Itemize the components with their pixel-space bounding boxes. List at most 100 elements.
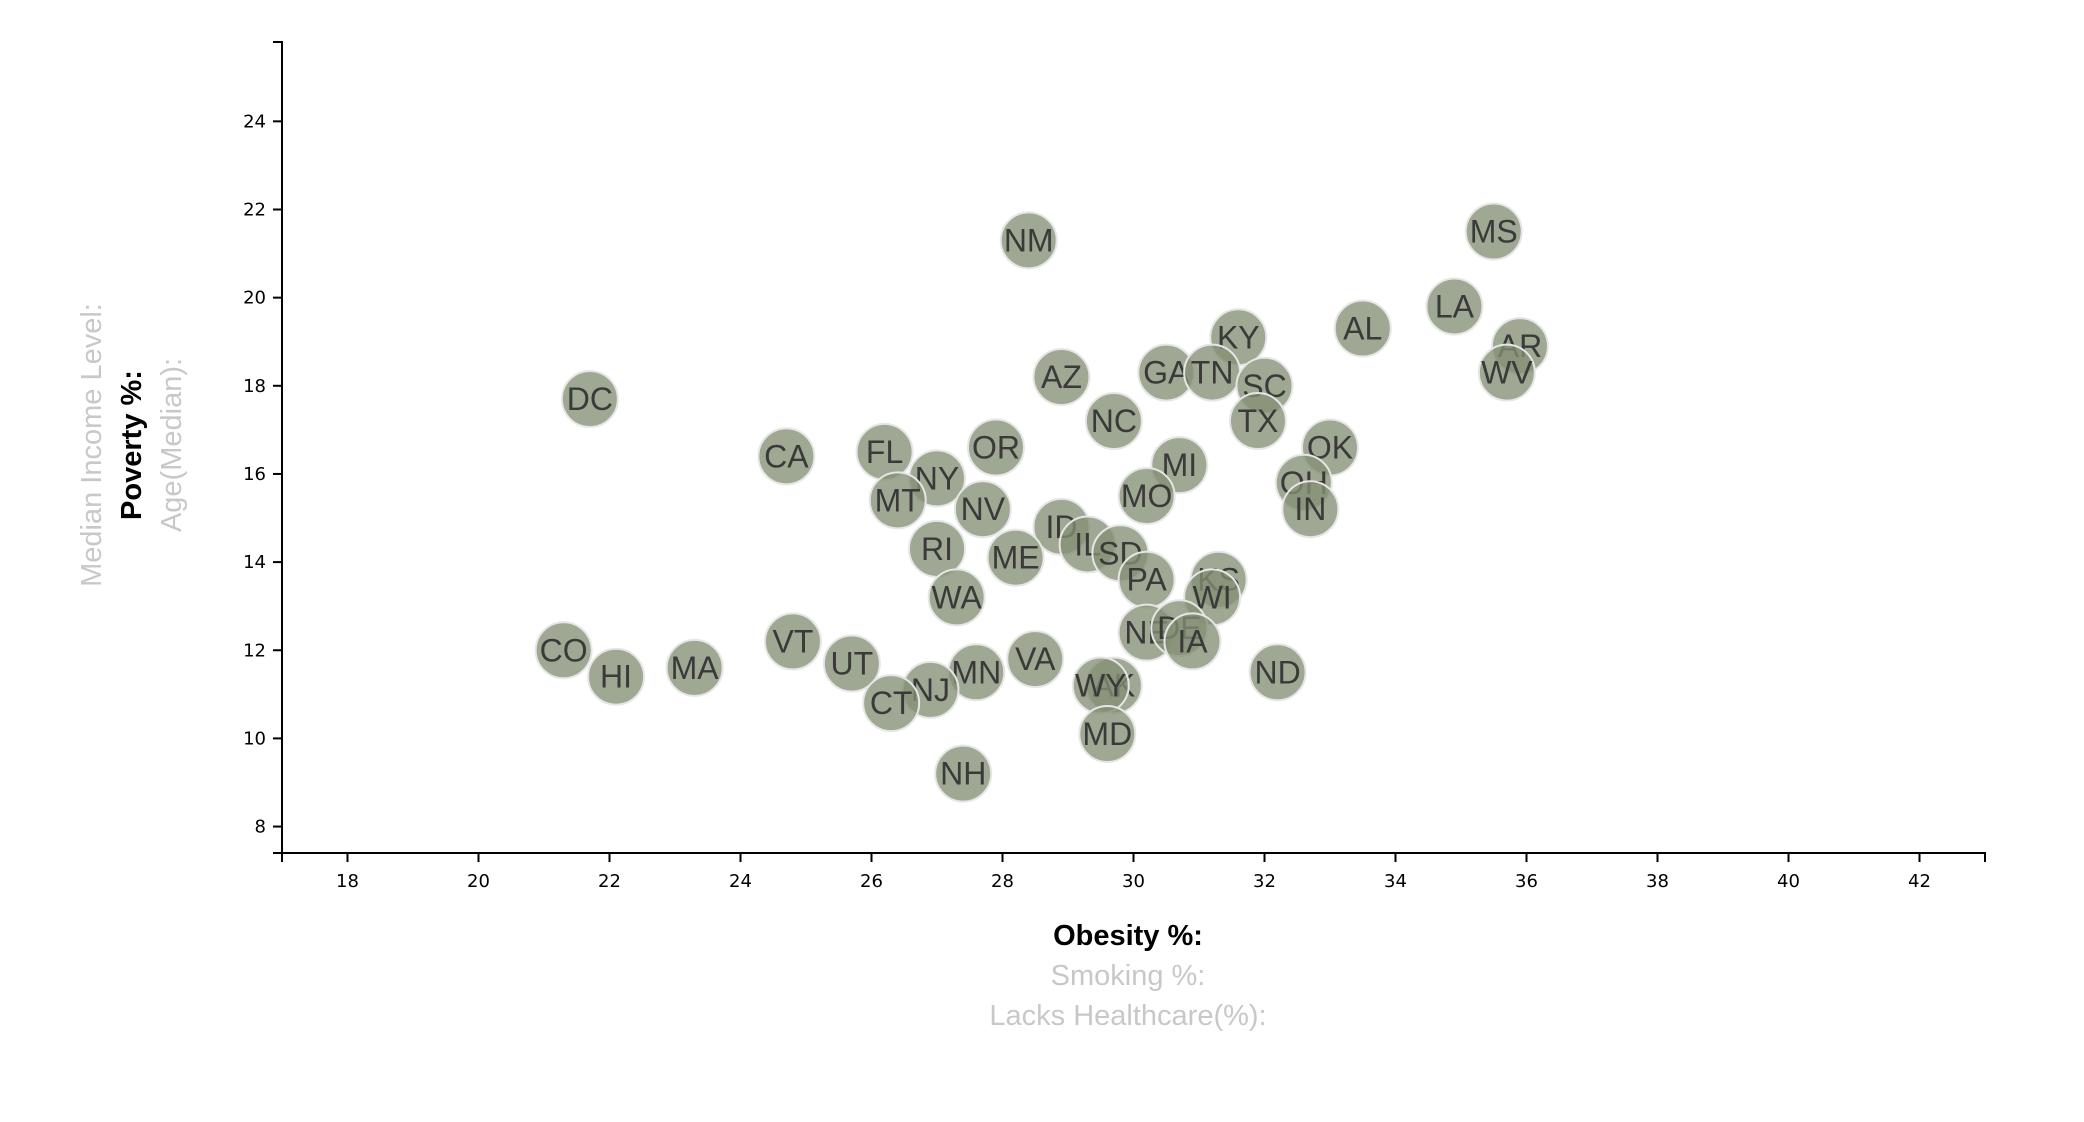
- state-label: LA: [1435, 288, 1475, 324]
- state-circle[interactable]: [1084, 392, 1143, 451]
- state-label: TN: [1191, 355, 1234, 391]
- state-label: FL: [866, 434, 903, 470]
- state-label: UT: [831, 645, 874, 681]
- x-tick-label: 22: [598, 871, 621, 892]
- state-point-tx[interactable]: TX: [1228, 392, 1287, 451]
- state-point-ma[interactable]: MA: [665, 638, 724, 697]
- state-point-az[interactable]: AZ: [1032, 347, 1091, 406]
- state-label: OR: [972, 430, 1020, 466]
- state-circle[interactable]: [868, 471, 927, 530]
- y-tick-label: 22: [243, 199, 266, 220]
- x-tick-label: 40: [1777, 871, 1800, 892]
- state-point-md[interactable]: MD: [1078, 704, 1137, 763]
- state-point-ri[interactable]: RI: [908, 519, 966, 578]
- state-point-nd[interactable]: ND: [1248, 643, 1307, 702]
- state-circle[interactable]: [1248, 643, 1307, 702]
- state-point-wv[interactable]: WV: [1477, 343, 1536, 402]
- state-point-nv[interactable]: NV: [953, 480, 1012, 539]
- state-point-mt[interactable]: MT: [868, 471, 927, 530]
- y-axis-title-poverty[interactable]: Poverty %:: [116, 370, 148, 520]
- state-label: NC: [1091, 403, 1137, 439]
- state-point-or[interactable]: OR: [966, 418, 1025, 477]
- state-label: TX: [1238, 403, 1279, 439]
- state-point-pa[interactable]: PA: [1117, 550, 1176, 609]
- y-tick-label: 8: [255, 817, 266, 838]
- state-circle[interactable]: [534, 621, 593, 680]
- state-point-nc[interactable]: NC: [1084, 392, 1143, 451]
- state-point-la[interactable]: LA: [1425, 277, 1484, 336]
- state-circle[interactable]: [862, 674, 921, 733]
- state-circle[interactable]: [665, 638, 724, 697]
- state-point-nh[interactable]: NH: [934, 744, 993, 803]
- x-axis-title-lacks-healthcare[interactable]: Lacks Healthcare(%):: [989, 1000, 1266, 1032]
- state-point-in[interactable]: IN: [1281, 480, 1340, 539]
- state-label: WA: [931, 579, 982, 615]
- state-circle[interactable]: [1228, 392, 1287, 451]
- state-label: CO: [540, 632, 588, 668]
- state-circle[interactable]: [822, 634, 881, 693]
- y-axis-line: [273, 41, 283, 854]
- y-tick-label: 16: [243, 464, 266, 485]
- state-point-ca[interactable]: CA: [757, 427, 816, 486]
- x-tick-label: 28: [991, 871, 1014, 892]
- state-circle[interactable]: [560, 370, 619, 429]
- state-label: NM: [1004, 222, 1054, 258]
- state-point-mo[interactable]: MO: [1117, 466, 1176, 525]
- state-circle[interactable]: [1078, 704, 1137, 763]
- state-circle[interactable]: [966, 418, 1025, 477]
- y-tick-label: 12: [243, 640, 266, 661]
- y-tick-label: 24: [243, 111, 266, 132]
- state-label: DC: [567, 381, 613, 417]
- state-point-va[interactable]: VA: [1006, 630, 1065, 689]
- y-axis-title-age[interactable]: Age(Median):: [156, 358, 188, 532]
- state-circle[interactable]: [1425, 277, 1484, 336]
- state-point-mn[interactable]: MN: [947, 643, 1006, 702]
- state-point-wa[interactable]: WA: [927, 568, 986, 627]
- state-circle[interactable]: [1006, 630, 1065, 689]
- state-point-tn[interactable]: TN: [1183, 343, 1242, 402]
- state-circle[interactable]: [986, 528, 1045, 587]
- y-axis-title-median-income[interactable]: Median Income Level:: [76, 303, 108, 587]
- state-point-co[interactable]: CO: [534, 621, 593, 680]
- x-tick-label: 30: [1122, 871, 1145, 892]
- state-point-fl[interactable]: FL: [855, 422, 914, 481]
- state-point-nm[interactable]: NM: [999, 211, 1058, 270]
- x-tick-label: 18: [336, 871, 359, 892]
- state-circle[interactable]: [1163, 612, 1222, 671]
- state-point-al[interactable]: AL: [1333, 299, 1392, 358]
- state-point-vt[interactable]: VT: [763, 612, 822, 671]
- state-circle[interactable]: [757, 427, 816, 486]
- x-axis-title-obesity[interactable]: Obesity %:: [1053, 920, 1203, 952]
- x-axis-title-smoking[interactable]: Smoking %:: [1051, 960, 1206, 992]
- state-point-me[interactable]: ME: [986, 528, 1045, 587]
- state-point-dc[interactable]: DC: [560, 370, 619, 429]
- x-tick-label: 32: [1253, 871, 1276, 892]
- state-circle[interactable]: [1032, 347, 1091, 406]
- state-circle[interactable]: [999, 211, 1058, 270]
- state-circle[interactable]: [587, 647, 646, 706]
- state-circle[interactable]: [927, 568, 986, 627]
- state-circle[interactable]: [763, 612, 822, 671]
- state-point-wy[interactable]: WY: [1071, 656, 1130, 715]
- state-point-ut[interactable]: UT: [822, 634, 881, 693]
- state-point-ia[interactable]: IA: [1163, 612, 1222, 671]
- state-label: CT: [870, 685, 913, 721]
- state-circle[interactable]: [1117, 466, 1176, 525]
- state-label: IA: [1177, 623, 1208, 659]
- state-label: VA: [1015, 641, 1056, 677]
- state-circle[interactable]: [1333, 299, 1392, 358]
- x-tick-label: 38: [1646, 871, 1669, 892]
- state-circle[interactable]: [1477, 343, 1536, 402]
- state-point-ga[interactable]: GA: [1137, 343, 1196, 402]
- state-label: MA: [671, 650, 720, 686]
- state-circle[interactable]: [934, 744, 993, 803]
- state-point-hi[interactable]: HI: [587, 647, 646, 706]
- y-tick-label: 10: [243, 728, 266, 749]
- state-point-ms[interactable]: MS: [1464, 202, 1523, 261]
- state-circle[interactable]: [1464, 202, 1523, 261]
- state-circle[interactable]: [1281, 480, 1340, 539]
- state-label: CA: [764, 438, 809, 474]
- state-point-ct[interactable]: CT: [862, 674, 921, 733]
- state-circle[interactable]: [953, 480, 1012, 539]
